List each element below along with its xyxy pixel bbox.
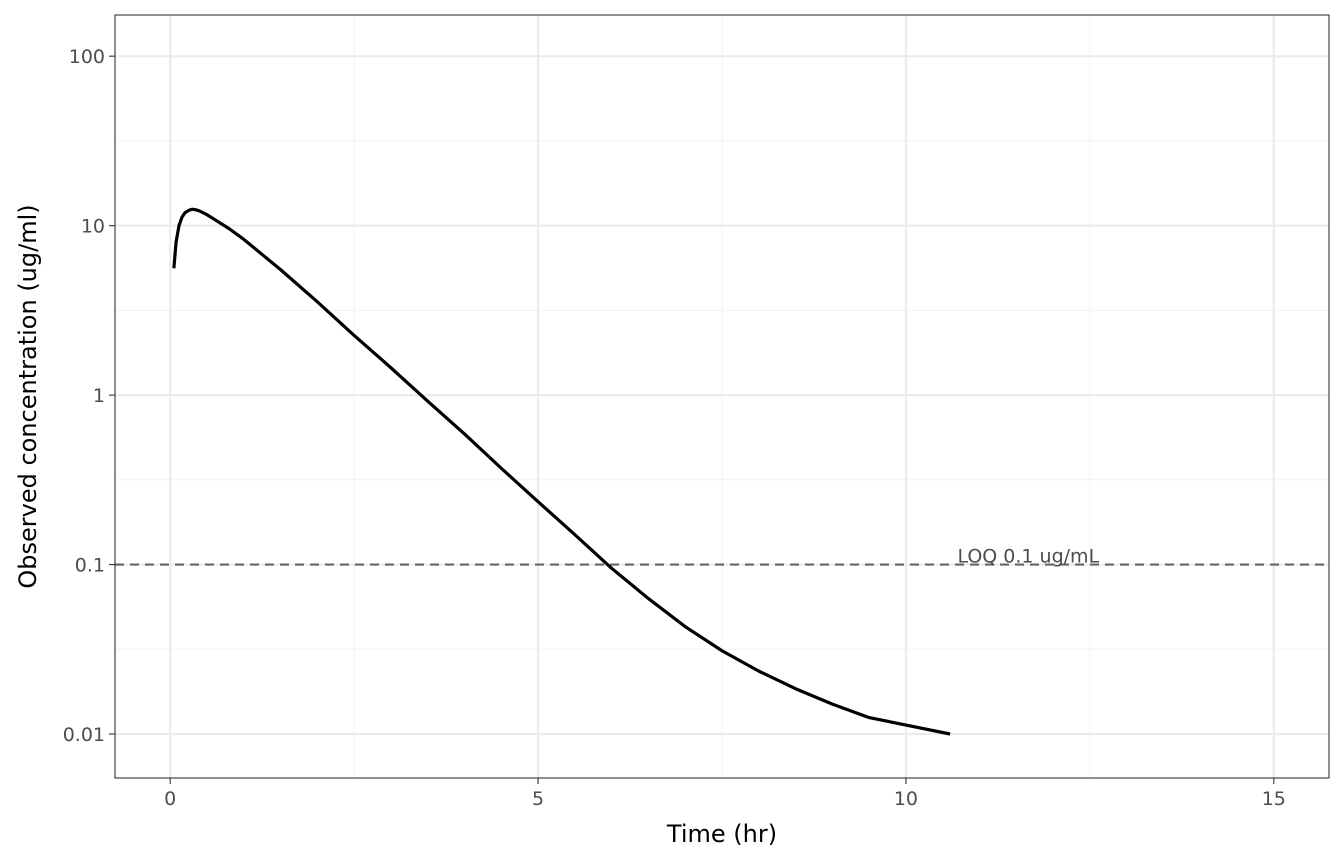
y-tick-label: 0.01 — [63, 724, 105, 746]
x-tick-label: 15 — [1262, 788, 1286, 810]
x-tick-label: 5 — [532, 788, 544, 810]
y-tick-label: 0.1 — [75, 555, 105, 577]
y-axis-title: Observed concentration (ug/ml) — [14, 204, 42, 588]
x-tick-label: 0 — [164, 788, 176, 810]
x-tick-label: 10 — [894, 788, 918, 810]
minor-grid — [115, 15, 1329, 778]
y-tick-label: 1 — [93, 385, 105, 407]
x-axis-title: Time (hr) — [666, 820, 777, 848]
reference-line-group: LOQ 0.1 ug/mL — [115, 546, 1329, 568]
concentration-curve — [172, 207, 951, 736]
loq-annotation: LOQ 0.1 ug/mL — [957, 546, 1099, 568]
y-tick-label: 10 — [81, 216, 105, 238]
y-tick-label: 100 — [69, 46, 105, 68]
y-axis-ticks: 0.01 0.1 1 10 100 — [63, 46, 115, 746]
plot-panel-border — [114, 14, 1330, 779]
x-axis-ticks: 0 5 10 15 — [164, 778, 1286, 810]
